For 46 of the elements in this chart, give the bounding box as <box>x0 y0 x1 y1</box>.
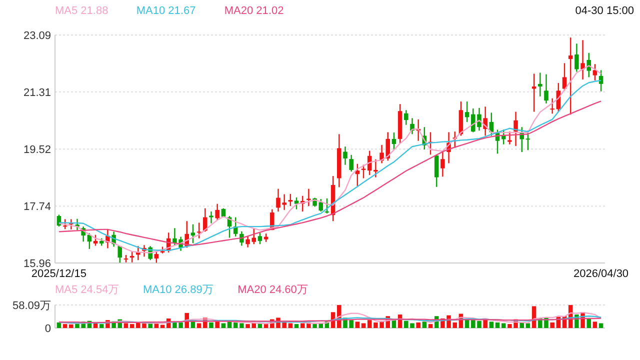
bar <box>550 322 554 328</box>
text: MA20 21.02 <box>224 5 284 17</box>
y-tick-label: 21.31 <box>23 86 51 99</box>
bar <box>300 323 305 328</box>
text: MA20 24.60万 <box>238 284 308 296</box>
x-tick-label: 2025/12/15 <box>31 268 86 280</box>
text: MA5 24.54万 <box>55 284 120 296</box>
bar <box>240 323 244 328</box>
bar <box>361 323 366 328</box>
text: MA5 21.88 <box>55 5 108 17</box>
bar <box>233 322 238 328</box>
bar <box>355 322 360 328</box>
bar <box>209 322 214 328</box>
bar <box>526 323 530 328</box>
y-tick-label: 15.96 <box>23 258 51 270</box>
text: MA10 26.89万 <box>143 284 214 296</box>
bar <box>221 323 226 328</box>
bar <box>489 322 494 328</box>
bar <box>99 324 104 328</box>
bar <box>196 323 202 328</box>
bar <box>586 318 591 328</box>
text: MA10 21.67 <box>136 5 196 17</box>
bar <box>422 322 427 328</box>
bar <box>416 322 420 328</box>
bar <box>520 322 524 328</box>
y-tick-label: 19.52 <box>23 144 51 156</box>
bar <box>62 324 68 328</box>
bar <box>592 322 598 328</box>
bar <box>367 320 372 328</box>
bar <box>495 322 500 328</box>
x-tick-label: 2026/04/30 <box>574 268 629 280</box>
y-tick-label: 23.09 <box>23 30 51 42</box>
bar <box>130 324 134 328</box>
text: 04-30 15:00 <box>575 5 634 17</box>
y-tick-label: 0 <box>44 322 51 335</box>
bar <box>69 324 74 328</box>
bar <box>294 324 299 328</box>
bar <box>124 323 128 328</box>
bar <box>288 323 293 328</box>
bar <box>428 324 433 328</box>
y-tick-label: 58.09万 <box>12 300 51 312</box>
bar <box>501 323 506 328</box>
bar <box>264 324 268 328</box>
bar <box>154 324 159 328</box>
y-tick-label: 17.74 <box>23 200 51 213</box>
bar <box>598 323 604 328</box>
